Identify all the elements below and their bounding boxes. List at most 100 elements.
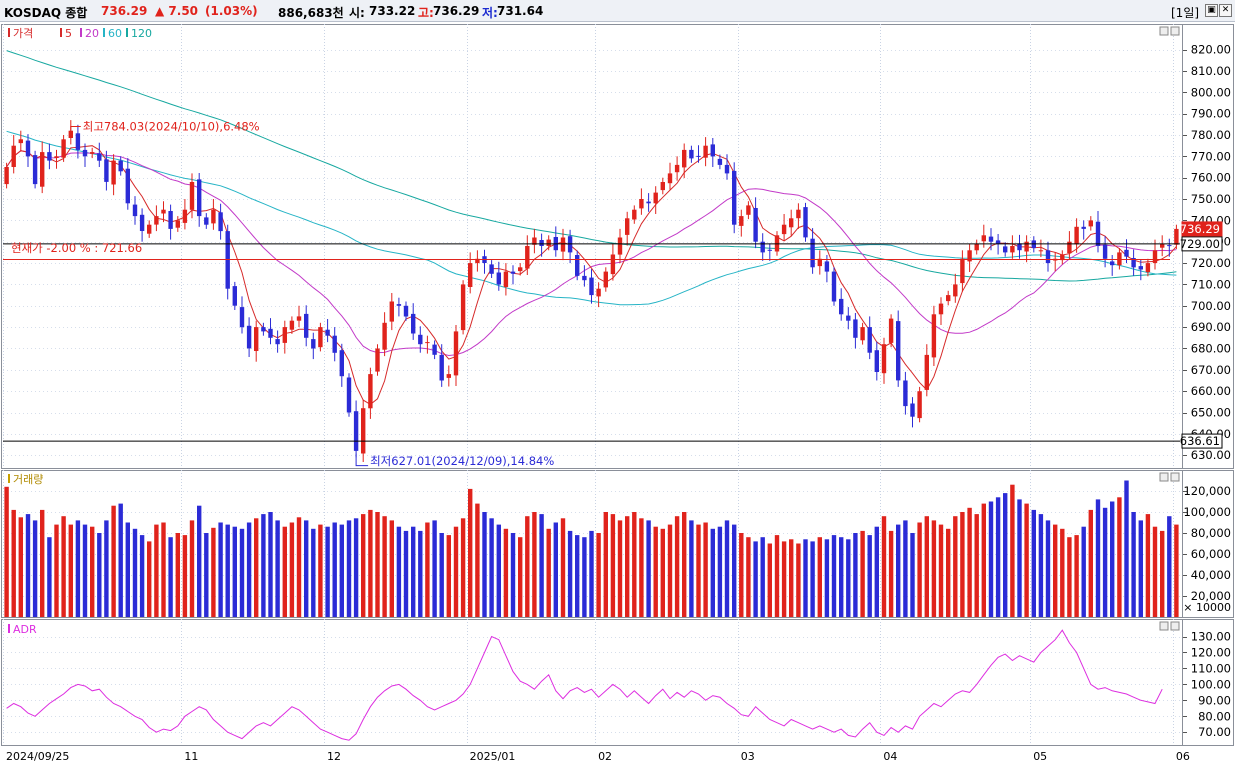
- candle-body: [232, 286, 237, 306]
- legend-marker: [8, 474, 10, 483]
- high-value: 736.29: [433, 4, 480, 18]
- candle-body: [689, 149, 694, 159]
- volume-bar: [147, 541, 152, 617]
- candle-body: [1110, 261, 1115, 266]
- volume-bar: [318, 524, 323, 617]
- volume-bar: [967, 507, 972, 617]
- volume-bar: [1067, 537, 1072, 617]
- volume-bar: [361, 514, 366, 617]
- close-button[interactable]: ✕: [1219, 4, 1232, 17]
- volume-bar: [204, 533, 209, 617]
- volume-bar: [1167, 516, 1172, 617]
- candle-body: [161, 209, 166, 214]
- candle-body: [396, 304, 402, 306]
- candle-body: [1003, 246, 1008, 253]
- volume-bar: [575, 535, 580, 617]
- candle-body: [439, 354, 444, 381]
- candle-body: [118, 160, 123, 172]
- volume-bar: [1003, 493, 1008, 617]
- reference-label-729-box: [1181, 236, 1223, 252]
- candle-body: [4, 167, 9, 185]
- volume-bar: [1160, 530, 1165, 617]
- volume-bar: [4, 486, 9, 617]
- candle-body: [632, 209, 637, 220]
- reference-label-636: 636.61: [1180, 434, 1220, 448]
- y-tick-label: 790.00: [1191, 107, 1231, 121]
- candle-body: [332, 335, 337, 353]
- candle-body: [546, 239, 551, 246]
- candle-body: [239, 307, 245, 328]
- volume-bar: [703, 522, 708, 617]
- volume-bar: [403, 530, 409, 617]
- candle-body: [353, 411, 359, 451]
- volume-bar: [1038, 514, 1044, 617]
- volume-bar: [11, 509, 16, 617]
- volume-bar: [931, 520, 937, 617]
- volume-bar: [981, 503, 986, 617]
- reference-label-729: 729.00: [1180, 237, 1220, 251]
- panel-max-icon: [1159, 26, 1169, 36]
- ma5-line: [6, 145, 1177, 406]
- candle-body: [781, 224, 787, 235]
- x-tick-label: 06: [1176, 750, 1190, 763]
- volume-bar: [960, 512, 965, 617]
- volume-bar: [625, 516, 630, 617]
- volume-bar: [682, 512, 687, 617]
- volume-bar: [1102, 507, 1108, 617]
- volume-bar: [47, 537, 52, 617]
- candle-body: [25, 140, 31, 157]
- volume-bar: [97, 533, 102, 617]
- candle-body: [1160, 243, 1165, 248]
- candle-body: [475, 258, 480, 264]
- candle-body: [432, 344, 437, 355]
- volume-bar: [218, 522, 223, 617]
- volume-bar: [646, 520, 651, 617]
- restore-button[interactable]: ▣: [1205, 4, 1218, 17]
- candle-body: [1060, 254, 1065, 261]
- candle-body: [325, 329, 330, 336]
- legend-marker: [126, 28, 128, 37]
- legend-item: 60: [108, 27, 122, 40]
- volume-bar: [853, 533, 858, 617]
- candle-body: [988, 236, 994, 242]
- candle-body: [924, 354, 929, 390]
- candle-body: [275, 339, 280, 345]
- x-tick-label: 2024/09/25: [6, 750, 69, 763]
- y-tick-label: 630.00: [1191, 448, 1231, 462]
- candle-body: [82, 149, 88, 157]
- candle-body: [282, 327, 287, 343]
- volume-bar: [553, 522, 558, 617]
- volume-bar: [211, 527, 216, 618]
- legend-marker: [8, 28, 10, 37]
- volume-bar: [717, 526, 723, 617]
- volume-bar: [781, 541, 787, 617]
- candle-body: [446, 374, 451, 378]
- candle-body: [938, 303, 944, 315]
- volume-bar: [525, 516, 530, 617]
- candle-body: [846, 315, 851, 321]
- volume-bar: [724, 520, 730, 617]
- volume-bar: [582, 537, 587, 617]
- price-change-pct: (1.03%): [205, 4, 258, 18]
- candle-body: [503, 271, 509, 287]
- legend-item: 20: [85, 27, 99, 40]
- volume-bar: [910, 533, 915, 617]
- volume-bar: [1074, 535, 1079, 617]
- candle-body: [175, 220, 180, 228]
- volume-bar: [888, 530, 894, 617]
- legend-item: 가격: [13, 27, 33, 40]
- period-selector[interactable]: [1일]: [1171, 6, 1200, 20]
- volume-bar: [311, 528, 316, 617]
- volume-bar: [896, 524, 901, 617]
- volume-bar: [1174, 524, 1179, 617]
- volume-bar: [603, 512, 608, 617]
- volume-bar: [232, 526, 237, 617]
- volume-bar: [732, 524, 737, 617]
- y-tick-label: 750.00: [1191, 192, 1231, 206]
- high-label: 고:: [418, 6, 434, 20]
- volume-bar: [496, 524, 501, 617]
- candle-body: [1038, 250, 1044, 252]
- volume-bar: [54, 524, 59, 617]
- candle-body: [182, 209, 188, 223]
